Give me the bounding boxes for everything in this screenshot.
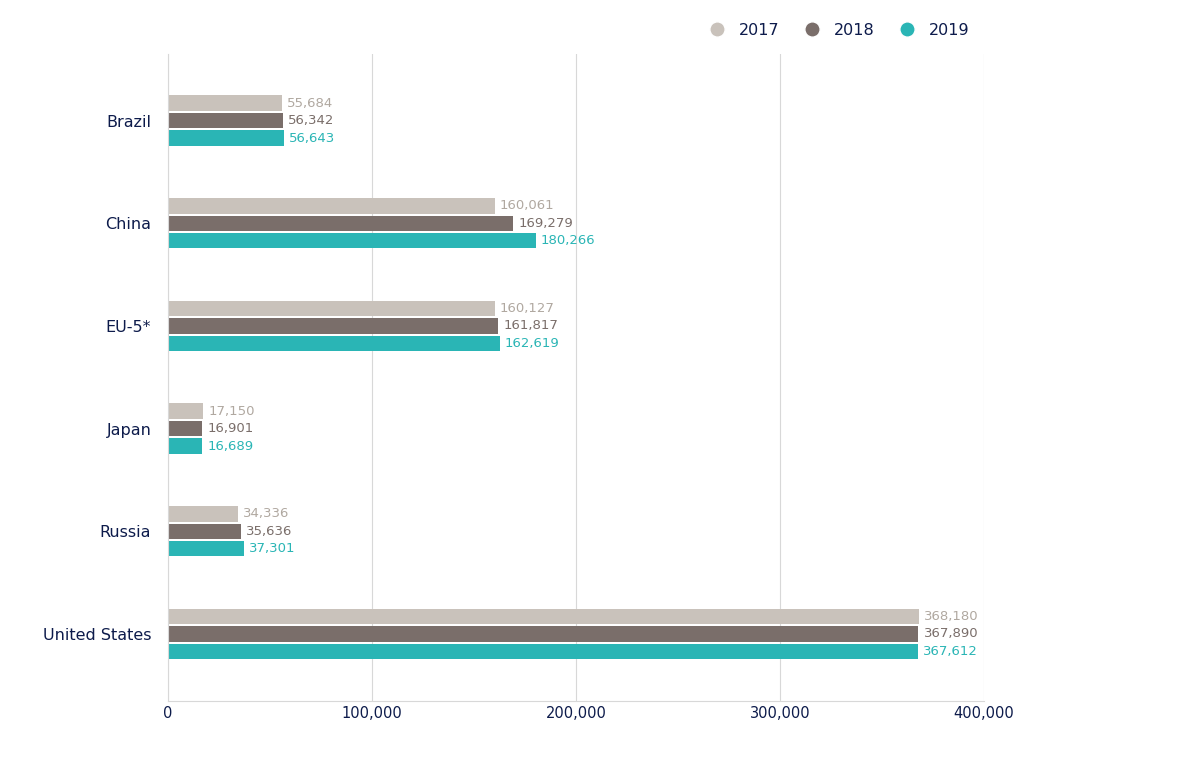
Text: 16,689: 16,689: [208, 440, 253, 453]
Text: 55,684: 55,684: [287, 97, 332, 109]
Text: 162,619: 162,619: [505, 337, 559, 350]
Bar: [168, 644, 918, 659]
Bar: [168, 216, 514, 231]
Text: 16,901: 16,901: [208, 422, 254, 435]
Bar: [168, 421, 203, 437]
Text: 169,279: 169,279: [518, 217, 574, 229]
Bar: [168, 609, 919, 624]
Bar: [168, 336, 499, 351]
Bar: [168, 541, 244, 557]
Bar: [168, 438, 202, 454]
Text: 37,301: 37,301: [250, 542, 295, 555]
Bar: [168, 403, 203, 419]
Text: 56,643: 56,643: [289, 132, 335, 145]
Bar: [168, 318, 498, 333]
Bar: [168, 95, 282, 111]
Text: 161,817: 161,817: [503, 320, 558, 333]
Bar: [168, 626, 918, 641]
Bar: [168, 524, 241, 539]
Bar: [168, 113, 283, 129]
Text: 160,061: 160,061: [499, 199, 554, 213]
Text: 35,636: 35,636: [246, 525, 292, 537]
Legend: 2017, 2018, 2019: 2017, 2018, 2019: [695, 17, 976, 45]
Text: 17,150: 17,150: [208, 405, 254, 417]
Text: 56,342: 56,342: [288, 114, 335, 127]
Text: 368,180: 368,180: [924, 610, 979, 623]
Text: 367,612: 367,612: [923, 645, 978, 658]
Bar: [168, 130, 283, 146]
Text: 160,127: 160,127: [499, 302, 554, 315]
Bar: [168, 233, 535, 249]
Bar: [168, 198, 494, 213]
Bar: [168, 301, 494, 316]
Text: 34,336: 34,336: [244, 507, 289, 521]
Text: 367,890: 367,890: [924, 628, 978, 641]
Bar: [168, 506, 238, 521]
Text: 180,266: 180,266: [541, 234, 595, 247]
